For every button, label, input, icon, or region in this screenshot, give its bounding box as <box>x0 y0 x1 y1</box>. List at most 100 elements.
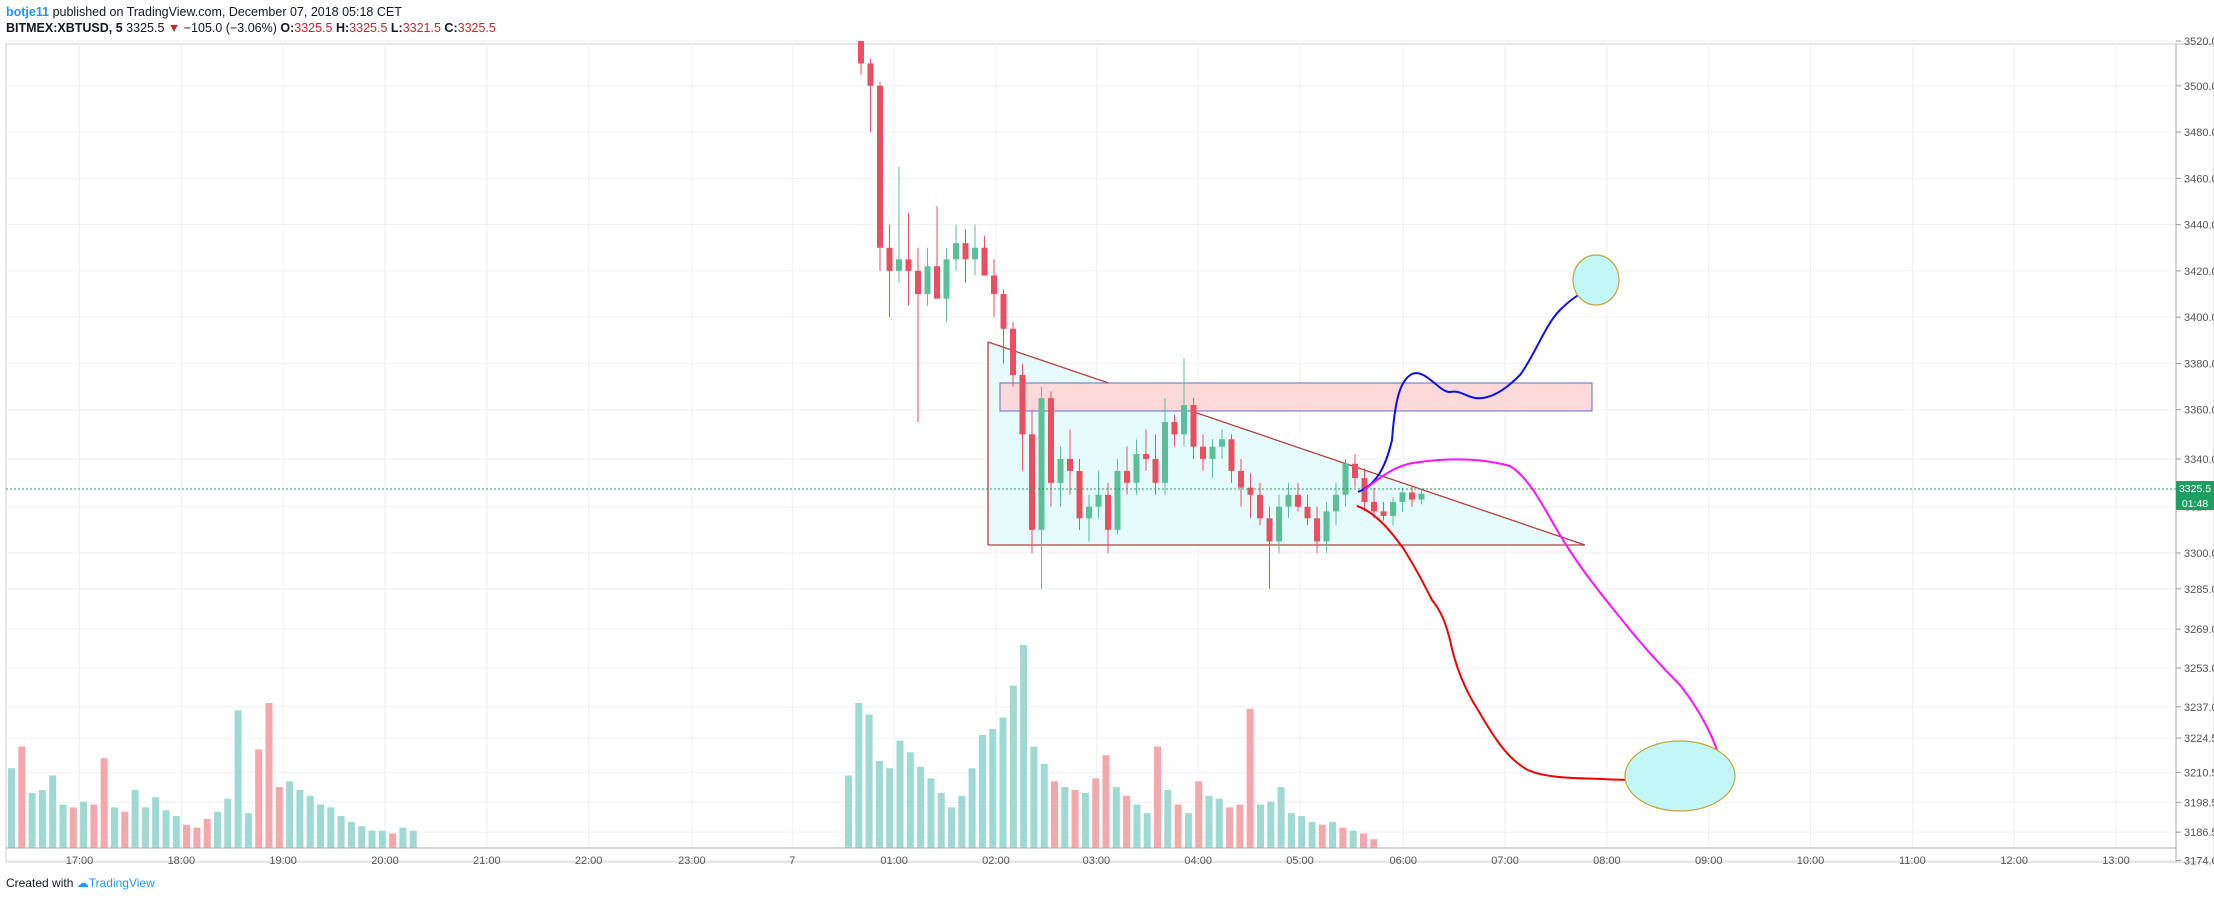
candle-body <box>981 247 988 276</box>
candle-body <box>1342 463 1349 495</box>
volume-bar <box>1360 833 1367 848</box>
open-value: 3325.5 <box>294 21 333 35</box>
candle-body <box>1295 494 1301 507</box>
close-value: 3325.5 <box>457 21 496 35</box>
bearish-target-circle[interactable] <box>1624 740 1736 812</box>
volume-bar <box>141 807 149 848</box>
candle-body <box>1209 446 1216 459</box>
candle-body <box>1152 458 1159 483</box>
tradingview-brand[interactable]: TradingView <box>88 876 155 890</box>
candle-body <box>1266 518 1273 542</box>
volume-bar <box>1184 813 1192 848</box>
price-tick-label: 3520.0 <box>2184 36 2214 48</box>
bearish-path-magenta[interactable] <box>1363 458 1731 779</box>
price-tick-label: 3174.6 <box>2184 856 2214 868</box>
candle-body <box>1143 454 1149 459</box>
volume-bar <box>265 703 273 848</box>
volume-bar <box>886 768 894 848</box>
drawings-back <box>987 341 1593 546</box>
volume-bar <box>1246 708 1254 848</box>
candle-body <box>1029 434 1035 530</box>
volume-bar <box>214 811 221 848</box>
price-tick-label: 3300.0 <box>2184 548 2214 560</box>
price-tick-label: 3224.5 <box>2184 733 2214 745</box>
volume-bar <box>193 827 201 848</box>
author-link[interactable]: botje11 <box>6 5 50 19</box>
volume-bar <box>306 795 314 848</box>
created-with-label: Created with <box>6 876 74 890</box>
candle-body <box>1323 511 1330 542</box>
volume-bar <box>358 826 366 848</box>
time-tick-label: 01:00 <box>880 855 908 867</box>
volume-bar <box>1112 787 1120 848</box>
volume-bar <box>948 807 955 848</box>
candle-body <box>953 243 959 260</box>
candle-body <box>1105 494 1111 530</box>
candle-body <box>886 247 893 271</box>
volume-bar <box>1308 821 1316 848</box>
triangle-top-line[interactable] <box>987 341 1586 546</box>
candle-body <box>1219 439 1225 447</box>
volume-bar <box>337 816 345 848</box>
candle-body <box>1409 492 1415 500</box>
candle-body <box>1019 375 1026 435</box>
volume-bar <box>286 781 294 848</box>
price-tick-label: 3360.0 <box>2184 405 2214 417</box>
candle-body <box>934 266 940 299</box>
volume-bar <box>317 804 324 848</box>
volume-bar <box>90 804 98 848</box>
symbol-label[interactable]: BITMEX:XBTUSD, 5 <box>6 21 123 35</box>
price-axis[interactable]: 3520.0 3500.0 3480.0 3460.0 3440.0 3420.0 3400… <box>2175 36 2214 868</box>
volume-bar <box>1071 790 1079 848</box>
publish-info: published on TradingView.com, December 0… <box>52 5 402 19</box>
chart-header: botje11 published on TradingView.com, De… <box>6 4 496 36</box>
bullish-target-circle[interactable] <box>1572 254 1620 306</box>
price-tick-label: 3253.0 <box>2184 663 2214 675</box>
volume-bar <box>1329 821 1337 848</box>
volume-bar <box>8 768 15 848</box>
bearish-path-red[interactable] <box>1356 505 1646 781</box>
time-tick-label: 17:00 <box>66 855 94 867</box>
volume-bar <box>845 775 852 848</box>
candle-body <box>867 63 874 86</box>
candle-body <box>1314 518 1320 542</box>
volume-bar <box>38 790 46 848</box>
volume-bar <box>111 807 118 848</box>
bullish-path-blue[interactable] <box>1357 288 1591 493</box>
price-tick-label: 3440.0 <box>2184 220 2214 232</box>
volume-bar <box>989 729 997 848</box>
candle-body <box>1133 454 1140 483</box>
time-axis[interactable]: 17:00 18:00 19:00 20:00 21:00 22:00 23:00 7 01:0… <box>6 847 2176 867</box>
candle-body <box>1124 470 1130 483</box>
price-tick-label: 3480.0 <box>2184 127 2214 139</box>
volume-bar <box>244 813 252 848</box>
tradingview-logo-icon[interactable]: ☁ <box>76 876 89 890</box>
price-tick-label: 3237.0 <box>2184 702 2214 714</box>
volume-bar <box>1267 801 1275 848</box>
chart-frame <box>5 43 2214 863</box>
time-tick-label: 19:00 <box>269 855 297 867</box>
last-price-tag-text: 3325.5 <box>2179 483 2211 495</box>
candle-body <box>1200 446 1206 459</box>
volume-bar <box>1226 807 1234 848</box>
price-tick-label: 3285.0 <box>2184 584 2214 596</box>
time-tick-label: 07:00 <box>1491 855 1519 867</box>
down-arrow-icon: ▼ <box>167 21 181 35</box>
candle-body <box>896 259 902 271</box>
volume-bar <box>1123 795 1131 848</box>
volume-bar <box>865 714 873 848</box>
volume-bar <box>80 801 88 848</box>
candle-body <box>1228 439 1235 471</box>
high-label: H: <box>335 21 350 35</box>
volume-bar <box>1339 827 1347 848</box>
volume-bar <box>1164 790 1172 848</box>
price-tick-label: 3400.0 <box>2184 312 2214 324</box>
candle-body <box>858 41 864 64</box>
price-tick-label: 3340.0 <box>2184 454 2214 466</box>
volume-bar <box>152 797 160 848</box>
volume-bar <box>183 824 191 848</box>
resistance-zone[interactable] <box>999 382 1593 412</box>
candle-body <box>1076 470 1083 519</box>
volume-bar <box>968 768 976 848</box>
